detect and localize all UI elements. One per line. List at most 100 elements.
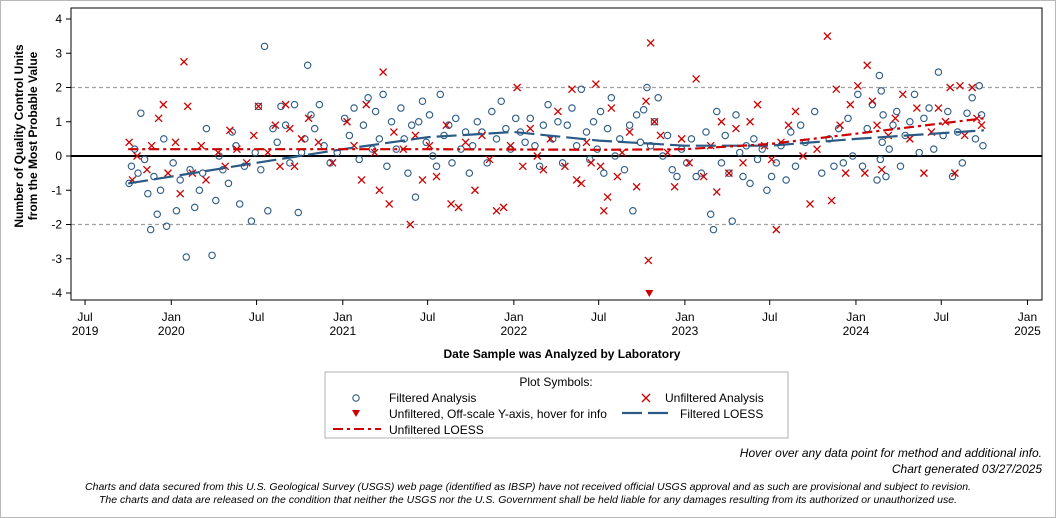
filtered-point bbox=[810, 107, 819, 116]
unfiltered-point bbox=[841, 169, 850, 178]
filtered-point bbox=[511, 114, 520, 123]
y-tick-label: 4 bbox=[55, 12, 62, 26]
filtered-point bbox=[721, 131, 729, 140]
filtered-point bbox=[709, 225, 718, 234]
unfiltered-point bbox=[823, 32, 832, 41]
data-points[interactable] bbox=[125, 32, 987, 297]
x-tick-year-label: 2021 bbox=[329, 324, 356, 338]
unfiltered-point bbox=[877, 165, 886, 174]
filtered-point bbox=[375, 135, 384, 143]
loess-lines bbox=[128, 117, 985, 185]
filtered-point bbox=[235, 200, 244, 208]
legend-label-offscale: Unfiltered, Off-scale Y-axis, hover for … bbox=[389, 407, 607, 421]
unfiltered-point bbox=[596, 162, 605, 171]
filtered-point bbox=[878, 138, 886, 147]
legend-box bbox=[324, 371, 789, 439]
filtered-point bbox=[502, 124, 510, 133]
x-tick-label: Jan bbox=[1018, 310, 1037, 324]
filtered-point bbox=[526, 114, 535, 123]
filtered-point bbox=[160, 135, 168, 143]
y-tick-label: 1 bbox=[55, 115, 62, 129]
filtered-point bbox=[725, 169, 733, 177]
filtered-point bbox=[673, 172, 681, 181]
unfiltered-point bbox=[656, 131, 665, 140]
unfiltered-point bbox=[147, 141, 156, 150]
unfiltered-point bbox=[506, 141, 515, 150]
unfiltered-point bbox=[432, 172, 441, 181]
filtered-point bbox=[186, 165, 194, 174]
filtered-point bbox=[383, 162, 391, 171]
unfiltered-point bbox=[912, 104, 921, 113]
filtered-point bbox=[906, 118, 914, 126]
y-tick-label: 2 bbox=[55, 81, 62, 95]
x-tick-label: Jan bbox=[504, 310, 523, 324]
filtered-point bbox=[340, 114, 349, 123]
legend: Plot Symbols: Filtered Analysis Unfilter… bbox=[324, 371, 789, 439]
x-tick-year-label: 2019 bbox=[72, 324, 99, 338]
unfiltered-point bbox=[492, 206, 501, 215]
filtered-point bbox=[310, 124, 319, 133]
filtered-point bbox=[273, 138, 281, 147]
unfiltered-point bbox=[753, 100, 762, 109]
x-tick-label: Jul bbox=[77, 310, 92, 324]
unfiltered-point bbox=[587, 158, 596, 167]
unfiltered-point bbox=[791, 107, 800, 116]
filtered-point bbox=[153, 210, 161, 218]
filtered-point bbox=[791, 162, 800, 171]
filtered-point bbox=[706, 210, 715, 218]
legend-label-filtered-loess: Filtered LOESS bbox=[680, 407, 763, 421]
filtered-point bbox=[717, 159, 726, 167]
filtered-point bbox=[257, 165, 265, 174]
filtered-point bbox=[782, 176, 790, 184]
legend-label-filtered: Filtered Analysis bbox=[389, 391, 476, 405]
filtered-point bbox=[934, 68, 943, 76]
filtered-point bbox=[758, 145, 766, 153]
filtered-point bbox=[281, 121, 290, 129]
unfiltered-point bbox=[813, 145, 822, 154]
unfiltered-point bbox=[202, 176, 210, 184]
filtered-point bbox=[577, 85, 586, 93]
x-tick-year-label: 2020 bbox=[158, 324, 185, 338]
unfiltered-point bbox=[642, 97, 650, 106]
filtered-point bbox=[920, 114, 928, 123]
disclaimer-line-1: Charts and data secured from this U.S. G… bbox=[85, 481, 971, 493]
filtered-point bbox=[350, 104, 358, 112]
filtered-point bbox=[397, 104, 405, 112]
unfiltered-point bbox=[650, 117, 659, 126]
unfiltered-point bbox=[176, 189, 185, 198]
filtered-point bbox=[544, 100, 552, 109]
legend-triangle-down-icon bbox=[352, 410, 360, 417]
filtered-point bbox=[629, 207, 637, 215]
unfiltered-point bbox=[784, 121, 793, 130]
filtered-point bbox=[875, 71, 884, 80]
legend-title: Plot Symbols: bbox=[519, 375, 592, 389]
unfiltered-point bbox=[572, 176, 581, 184]
filtered-point bbox=[929, 145, 938, 153]
unfiltered-point bbox=[389, 128, 398, 136]
filtered-point bbox=[830, 162, 838, 171]
filtered-point bbox=[254, 102, 263, 111]
unfiltered-point bbox=[905, 134, 914, 143]
filtered-point bbox=[958, 159, 967, 167]
filtered-point bbox=[863, 124, 871, 133]
filtered-point bbox=[364, 94, 372, 102]
filtered-point bbox=[531, 141, 539, 150]
filtered-point bbox=[739, 172, 747, 181]
filtered-point bbox=[746, 179, 754, 188]
y-tick-label: -3 bbox=[51, 252, 62, 266]
y-tick-label: 0 bbox=[55, 149, 62, 163]
filtered-point bbox=[844, 114, 852, 123]
unfiltered-point bbox=[898, 90, 907, 99]
filtered-point bbox=[868, 100, 877, 109]
filtered-point bbox=[269, 124, 277, 133]
filtered-point bbox=[586, 155, 594, 164]
filtered-point bbox=[687, 135, 696, 143]
filtered-point bbox=[162, 222, 171, 230]
disclaimer-line-2: The charts and data are released on the … bbox=[99, 494, 957, 506]
unfiltered-point bbox=[290, 162, 299, 171]
filtered-point bbox=[620, 165, 629, 174]
filtered-point bbox=[968, 94, 976, 102]
filtered-point bbox=[554, 118, 562, 126]
unfiltered-point bbox=[499, 203, 508, 212]
filtered-point bbox=[848, 152, 857, 160]
